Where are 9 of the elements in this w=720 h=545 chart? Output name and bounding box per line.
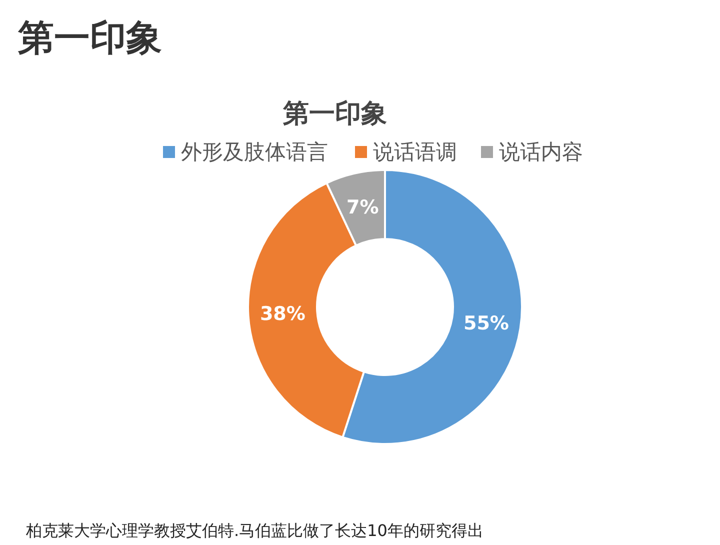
chart-title: 第一印象 — [17, 18, 162, 59]
data-label: 7% — [346, 196, 379, 219]
legend-label: 说话内容 — [499, 140, 583, 164]
text: 柏克莱大学心理学教授艾伯特.马伯蓝比做了长达10年的研究得出 — [25, 521, 484, 540]
chart-subtitle: 第一印象 — [282, 99, 387, 129]
legend-label: 说话语调 — [373, 140, 457, 164]
data-label: 38% — [260, 303, 306, 326]
data-label: 55% — [463, 312, 509, 335]
legend-label: 外形及肢体语言 — [181, 140, 328, 164]
